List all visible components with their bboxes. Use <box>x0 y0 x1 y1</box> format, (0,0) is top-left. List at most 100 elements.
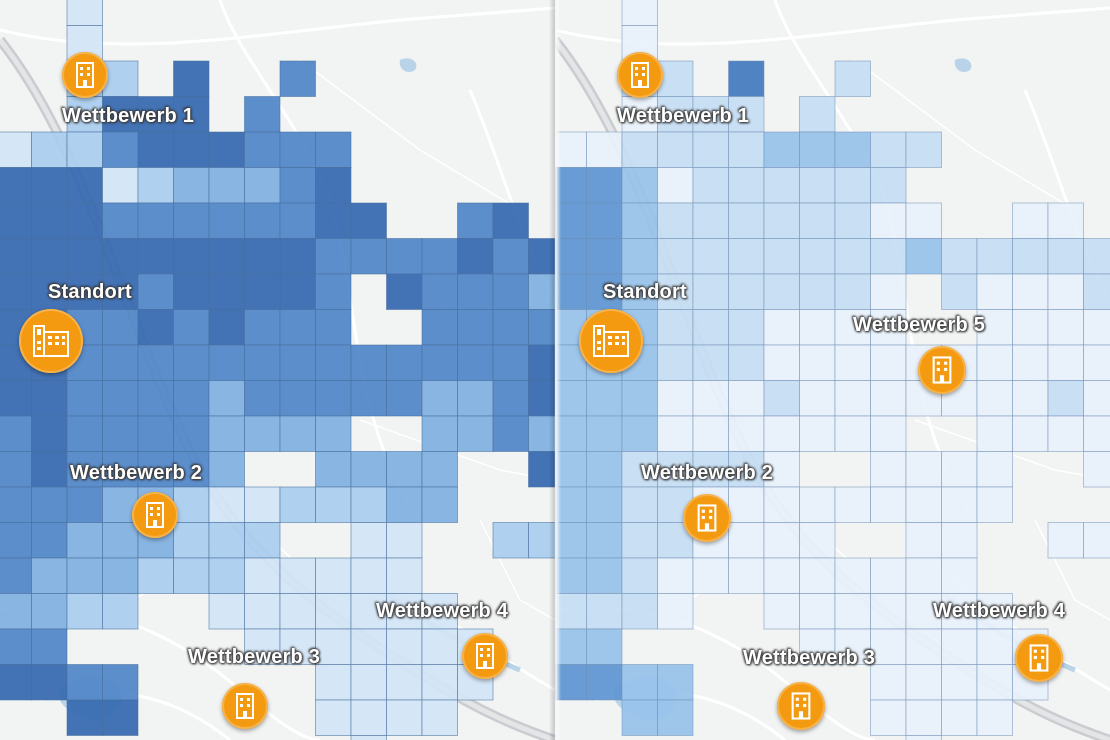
heatmap-cell <box>137 380 174 417</box>
competitor-4-marker[interactable] <box>462 633 508 679</box>
heatmap-cell <box>834 60 871 97</box>
heatmap-cell <box>976 628 1013 665</box>
heatmap-cell <box>173 415 210 452</box>
heatmap-cell <box>621 664 658 701</box>
building-icon <box>146 502 164 528</box>
heatmap-cell <box>1012 202 1049 239</box>
heatmap-cell <box>137 415 174 452</box>
heatmap-cell <box>350 628 387 665</box>
heatmap-cell <box>621 273 658 310</box>
heatmap-cell <box>692 273 729 310</box>
heatmap-cell <box>208 380 245 417</box>
heatmap-cell <box>102 96 139 133</box>
competitor-3-marker[interactable] <box>222 683 268 729</box>
label-wettbewerb-1: Wettbewerb 1 <box>62 105 195 127</box>
heatmap-cell <box>279 380 316 417</box>
competitor-2-marker[interactable] <box>683 494 731 542</box>
heatmap-cell <box>492 380 529 417</box>
heatmap-cell <box>728 60 765 97</box>
heatmap-cell <box>763 522 800 559</box>
heatmap-cell <box>137 238 174 275</box>
heatmap-cell <box>279 593 316 630</box>
heatmap-cell <box>208 273 245 310</box>
heatmap-cell <box>102 522 139 559</box>
heatmap-cell <box>386 664 423 701</box>
heatmap-cell <box>279 628 316 665</box>
heatmap-cell <box>799 593 836 630</box>
map-panel-right[interactable]: Wettbewerb 1 Standort Wettbewerb 5 Wettb… <box>555 0 1110 740</box>
heatmap-cell <box>834 309 871 346</box>
heatmap-cell <box>657 96 694 133</box>
heatmap-cell <box>137 451 174 488</box>
heatmap-cell <box>870 486 907 523</box>
heatmap-cell <box>0 451 32 488</box>
heatmap-cell <box>315 664 352 701</box>
label-wettbewerb-3: Wettbewerb 3 <box>188 646 321 668</box>
heatmap-cell <box>799 309 836 346</box>
heatmap-cell <box>621 131 658 168</box>
heatmap-cell <box>657 380 694 417</box>
heatmap-cell <box>834 415 871 452</box>
heatmap-cell <box>763 486 800 523</box>
heatmap-cell <box>657 415 694 452</box>
heatmap-cell <box>279 238 316 275</box>
heatmap-cell <box>586 202 623 239</box>
heatmap-cell <box>386 557 423 594</box>
heatmap-cell <box>621 380 658 417</box>
heatmap-cell <box>208 167 245 204</box>
heatmap-cell <box>137 344 174 381</box>
heatmap-cell <box>66 273 103 310</box>
map-panel-left[interactable]: Wettbewerb 1 Standort Wettbewerb 2 Wettb… <box>0 0 555 740</box>
heatmap-cell <box>870 380 907 417</box>
heatmap-cell <box>66 451 103 488</box>
building-icon <box>1029 644 1049 672</box>
heatmap-cell <box>350 344 387 381</box>
competitor-3-marker[interactable] <box>777 682 825 730</box>
competitor-5-marker[interactable] <box>918 346 966 394</box>
competitor-1-marker[interactable] <box>617 52 663 98</box>
heatmap-cell <box>870 167 907 204</box>
heatmap-cell <box>208 202 245 239</box>
competitor-2-marker[interactable] <box>132 492 178 538</box>
heatmap-cell <box>386 699 423 736</box>
competitor-1-marker[interactable] <box>62 52 108 98</box>
heatmap-cell <box>834 593 871 630</box>
heatmap-cell <box>315 309 352 346</box>
heatmap-cell <box>0 273 32 310</box>
heatmap-cell <box>799 202 836 239</box>
heatmap-cell <box>492 522 529 559</box>
heatmap-cell <box>421 486 458 523</box>
heatmap-cell <box>905 451 942 488</box>
heatmap-cell <box>941 699 978 736</box>
heatmap-cell <box>173 380 210 417</box>
heatmap-cell <box>1083 273 1110 310</box>
heatmap-cell <box>102 451 139 488</box>
heatmap-cell <box>244 380 281 417</box>
standort-marker[interactable] <box>19 309 83 373</box>
heatmap-cell <box>870 273 907 310</box>
heatmap-cell <box>586 131 623 168</box>
heatmap-cell <box>315 415 352 452</box>
heatmap-cell <box>31 628 68 665</box>
heatmap-cell <box>834 238 871 275</box>
heatmap-cell <box>0 486 32 523</box>
heatmap-cell <box>421 664 458 701</box>
heatmap-cell <box>834 167 871 204</box>
heatmap-cell <box>905 202 942 239</box>
heatmap-cell <box>31 522 68 559</box>
heatmap-cell <box>657 664 694 701</box>
heatmap-cell <box>386 273 423 310</box>
heatmap-cell <box>102 238 139 275</box>
heatmap-cell <box>492 273 529 310</box>
heatmap-cell <box>137 273 174 310</box>
heatmap-cell <box>976 344 1013 381</box>
competitor-4-marker[interactable] <box>1015 634 1063 682</box>
heatmap-cell <box>0 628 32 665</box>
heatmap-cell <box>208 238 245 275</box>
heatmap-cell <box>421 309 458 346</box>
heatmap-cell <box>763 238 800 275</box>
heatmap-cell <box>763 273 800 310</box>
standort-marker[interactable] <box>579 309 643 373</box>
heatmap-cell <box>692 167 729 204</box>
